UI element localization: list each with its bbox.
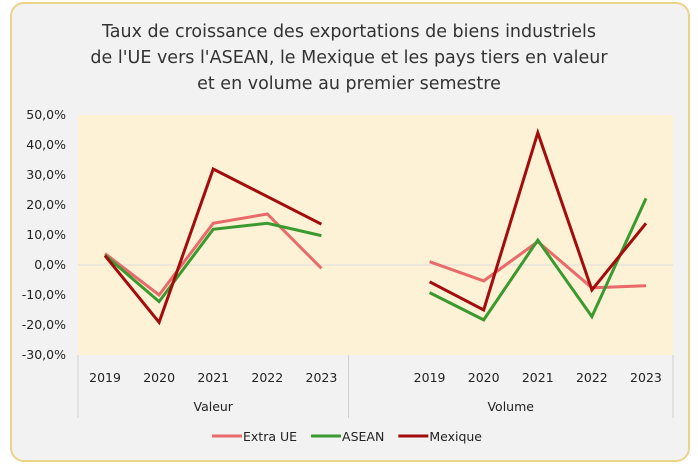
x-tick-label: 2021: [197, 370, 229, 385]
series-line-mexique: [103, 166, 323, 326]
x-tick-label: 2022: [251, 370, 283, 385]
series-line-extra-ue: [104, 212, 323, 298]
series-line-mexique: [428, 127, 648, 313]
legend-label: ASEAN: [342, 429, 384, 444]
x-tick-label: 2020: [468, 370, 500, 385]
y-tick-label: 20,0%: [26, 197, 66, 212]
y-tick-label: -20,0%: [22, 317, 66, 332]
chart-title-line-3: et en volume au premier semestre: [197, 74, 501, 94]
series-line-asean: [104, 221, 322, 304]
y-tick-label: -30,0%: [22, 347, 66, 362]
x-tick-label: 2020: [143, 370, 175, 385]
x-tick-label: 2022: [576, 370, 608, 385]
chart-title-line-1: Taux de croissance des exportations de b…: [101, 22, 596, 42]
y-tick-label: -10,0%: [22, 287, 66, 302]
series-line-asean: [428, 197, 648, 322]
x-tick-label: 2019: [414, 370, 446, 385]
y-tick-label: 0,0%: [34, 257, 66, 272]
group-label: Valeur: [193, 399, 233, 414]
x-tick-label: 2019: [89, 370, 121, 385]
y-tick-label: 10,0%: [26, 227, 66, 242]
x-tick-label: 2023: [306, 370, 338, 385]
legend-label: Mexique: [429, 429, 482, 444]
x-tick-label: 2023: [630, 370, 662, 385]
chart-title-line-2: de l'UE vers l'ASEAN, le Mexique et les …: [90, 48, 608, 68]
y-tick-label: 50,0%: [26, 107, 66, 122]
plot-area: [78, 115, 673, 355]
y-tick-label: 40,0%: [26, 137, 66, 152]
y-tick-label: 30,0%: [26, 167, 66, 182]
legend-label: Extra UE: [243, 429, 297, 444]
x-tick-label: 2021: [522, 370, 554, 385]
group-label: Volume: [487, 399, 534, 414]
